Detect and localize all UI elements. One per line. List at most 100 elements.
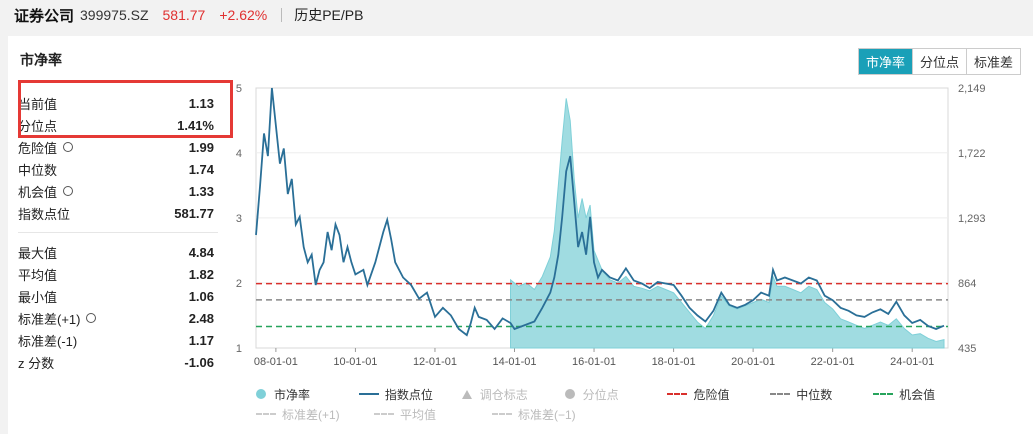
stat-value: 1.99: [188, 139, 214, 155]
metric-toggle-group: 市净率 分位点 标准差: [857, 48, 1021, 75]
toggle-pb[interactable]: 市净率: [858, 49, 912, 74]
y-right-tick-label: 2,149: [958, 83, 986, 95]
stat-label: 标准差(-1): [18, 333, 78, 349]
dash-line-icon: [667, 393, 688, 395]
stat-label: z 分数: [18, 355, 55, 371]
stat-std-minus: 标准差(-1) 1.17: [18, 329, 218, 351]
legend-label: 危险值: [693, 387, 730, 402]
chart-legend: 市净率 指数点位 调仓标志 分位点 危险值 中位数 机会值 标准差(+1) 平均值 标准差(−1…: [256, 384, 976, 424]
legend-label: 分位点: [582, 387, 619, 402]
stat-value: 1.74: [188, 161, 214, 177]
legend-label: 机会值: [899, 387, 936, 402]
legend-row: 标准差(+1) 平均值 标准差(−1): [256, 404, 976, 424]
y-left-tick-label: 5: [236, 83, 242, 95]
stat-label: 机会值: [18, 182, 74, 201]
stat-value: 1.33: [188, 183, 214, 199]
stat-label: 当前值: [18, 96, 58, 112]
dot-icon: [256, 389, 266, 399]
stat-label: 标准差(+1): [18, 309, 97, 328]
divider: [18, 232, 218, 233]
legend-row: 市净率 指数点位 调仓标志 分位点 危险值 中位数 机会值: [256, 384, 976, 404]
line-icon: [358, 393, 379, 395]
stat-mean: 平均值 1.82: [18, 263, 218, 285]
y-right-tick-label: 435: [958, 343, 976, 355]
index-price: 581.77: [162, 7, 206, 23]
legend-item[interactable]: 调仓标志: [461, 386, 565, 403]
series-index-line: [255, 87, 945, 337]
valuation-panel: 市净率 市净率 分位点 标准差 当前值 1.13 分位点 1.41% 危险值 1.99…: [8, 36, 1033, 434]
x-tick-label: 10-01-01: [333, 356, 377, 368]
index-change: +2.62%: [219, 7, 268, 23]
stat-label-text: 标准差(+1): [18, 311, 81, 327]
y-left-tick-label: 1: [236, 343, 242, 355]
triangle-icon: [461, 389, 472, 399]
dot-icon: [564, 389, 575, 399]
y-left-tick-label: 3: [236, 213, 242, 225]
series-pb-area: [509, 98, 945, 349]
dash-line-icon: [492, 413, 512, 415]
toggle-percentile[interactable]: 分位点: [911, 49, 966, 74]
stat-max: 最大值 4.84: [18, 241, 218, 263]
stat-index-level: 指数点位 581.77: [18, 202, 218, 224]
index-name: 证券公司: [14, 7, 75, 25]
stat-current: 当前值 1.13: [18, 92, 218, 114]
panel-title: 市净率: [20, 52, 62, 68]
stat-label: 危险值: [18, 138, 74, 157]
gear-icon[interactable]: [63, 142, 74, 152]
pb-chart[interactable]: 1 2 3 4 5 435 864 1,293 1,722 2,149 08-01-01 10-01-…: [8, 76, 1033, 406]
legend-item[interactable]: 标准差(−1): [492, 406, 610, 423]
highlight-box: [18, 80, 233, 138]
stat-value: 2.48: [188, 310, 214, 326]
index-code: 399975.SZ: [80, 7, 149, 23]
stat-min: 最小值 1.06: [18, 285, 218, 307]
x-tick-label: 22-01-01: [811, 356, 855, 368]
gear-icon[interactable]: [86, 313, 97, 323]
stat-value: 4.84: [188, 244, 214, 260]
legend-label: 指数点位: [384, 387, 433, 402]
dash-line-icon: [873, 393, 894, 395]
stat-value: -1.06: [184, 354, 214, 370]
stat-label-text: 危险值: [18, 140, 58, 156]
dash-line-icon: [770, 393, 791, 395]
x-tick-label: 24-01-01: [890, 356, 934, 368]
legend-label: 市净率: [274, 387, 311, 402]
legend-label: 调仓标志: [479, 387, 528, 402]
gear-icon[interactable]: [63, 186, 74, 196]
x-tick-label: 08-01-01: [254, 356, 298, 368]
stat-value: 1.13: [188, 95, 214, 111]
stat-label: 中位数: [18, 162, 58, 178]
tab-history-pe-pb[interactable]: 历史PE/PB: [294, 7, 364, 23]
stat-value: 581.77: [174, 205, 214, 221]
dash-line-icon: [256, 413, 276, 415]
stat-std-plus: 标准差(+1) 2.48: [18, 307, 218, 329]
stat-value: 1.06: [188, 288, 214, 304]
stat-value: 1.82: [188, 266, 214, 282]
top-bar: 证券公司 399975.SZ 581.77 +2.62% 历史PE/PB: [0, 0, 1033, 30]
y-left-tick-label: 2: [236, 278, 242, 290]
toggle-stddev[interactable]: 标准差: [965, 49, 1020, 74]
stat-danger: 危险值 1.99: [18, 136, 218, 158]
legend-item[interactable]: 指数点位: [358, 386, 462, 403]
stat-percentile: 分位点 1.41%: [18, 114, 218, 136]
x-tick-label: 16-01-01: [572, 356, 616, 368]
stat-opportunity: 机会值 1.33: [18, 180, 218, 202]
stats-list: 当前值 1.13 分位点 1.41% 危险值 1.99 中位数 1.74 机会值 1.33…: [18, 80, 233, 373]
stat-label: 最小值: [18, 289, 58, 305]
legend-item[interactable]: 分位点: [564, 386, 668, 403]
legend-item[interactable]: 中位数: [770, 386, 873, 403]
legend-item[interactable]: 危险值: [667, 386, 770, 403]
legend-item[interactable]: 机会值: [873, 386, 976, 403]
divider: [281, 8, 283, 22]
dash-line-icon: [374, 413, 394, 415]
legend-label: 中位数: [796, 387, 833, 402]
x-tick-label: 12-01-01: [413, 356, 457, 368]
legend-item[interactable]: 平均值: [374, 406, 492, 423]
stat-label: 平均值: [18, 267, 58, 283]
y-left-tick-label: 4: [236, 148, 242, 160]
legend-item[interactable]: 市净率: [256, 386, 359, 403]
stat-label: 最大值: [18, 245, 58, 261]
legend-item[interactable]: 标准差(+1): [256, 406, 374, 423]
stat-label-text: 机会值: [18, 184, 58, 200]
legend-label: 标准差(+1): [282, 407, 340, 422]
stat-zscore: z 分数 -1.06: [18, 351, 218, 373]
